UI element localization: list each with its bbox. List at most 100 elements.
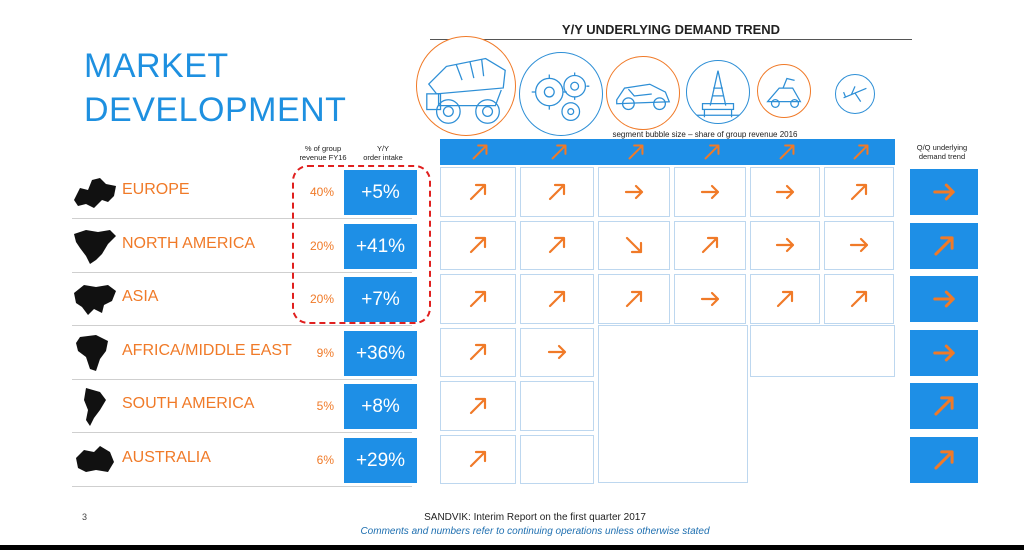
qq-trend-cell — [910, 222, 978, 269]
region-label: SOUTH AMERICA — [122, 395, 255, 412]
arrow-up-right-icon — [625, 290, 643, 307]
airplane-icon — [835, 74, 875, 114]
arrow-up-right-icon — [934, 235, 954, 256]
edge-mark — [0, 134, 4, 138]
header-pct-revenue: % of group revenue FY16 — [292, 144, 354, 162]
arrow-up-right-icon — [469, 451, 487, 468]
region-label: ASIA — [122, 288, 159, 305]
header-yy-order-intake: Y/Y order intake — [352, 144, 414, 162]
gears-icon — [519, 52, 603, 136]
arrow-up-right-icon — [469, 397, 487, 414]
qq-trend-cell — [910, 169, 978, 215]
trend-cell — [440, 220, 516, 270]
trend-cell — [440, 434, 516, 484]
arrow-up-right-icon — [776, 290, 794, 307]
highlight-dashed-box — [292, 165, 431, 324]
arrow-right-icon — [700, 184, 720, 199]
arrow-up-right-icon — [548, 290, 566, 307]
table-row: AFRICA/MIDDLE EAST 9% +36% — [72, 326, 417, 379]
south-america-map-icon — [84, 388, 106, 426]
arrow-right-icon — [849, 238, 869, 253]
arrow-up-right-icon — [704, 144, 720, 160]
arrow-right-icon — [624, 184, 644, 199]
row-divider — [72, 325, 412, 326]
africa-map-icon — [76, 334, 108, 371]
table-row: AUSTRALIA 6% +29% — [72, 433, 417, 486]
region-label: NORTH AMERICA — [122, 234, 256, 252]
header-qq-line2: demand trend — [918, 152, 966, 161]
trend-cell — [824, 220, 894, 270]
region-label: EUROPE — [122, 181, 190, 198]
arrow-up-right-icon — [850, 183, 868, 200]
header-bar-arrow-icon — [700, 140, 724, 164]
trend-cell — [520, 327, 594, 377]
oil-rig-icon — [686, 60, 750, 124]
arrow-up-right-icon — [779, 144, 795, 160]
trend-cell — [598, 220, 670, 270]
trend-cell — [598, 274, 670, 324]
footer-report-title: SANDVIK: Interim Report on the first qua… — [424, 512, 646, 523]
arrow-up-right-icon — [701, 237, 719, 254]
revenue-share-value: 6% — [316, 452, 334, 467]
arrow-right-icon — [547, 345, 567, 360]
trend-cell — [750, 274, 820, 324]
row-divider — [72, 378, 412, 380]
table-row: ASIA 20% +7% — [72, 272, 417, 325]
row-divider — [72, 432, 412, 433]
title-line-2: DEVELOPMENT — [84, 91, 347, 129]
arrow-up-right-icon — [551, 144, 567, 160]
revenue-share-value: 40% — [309, 185, 334, 199]
trend-cell — [440, 167, 516, 217]
row-divider — [72, 271, 412, 273]
arrow-up-right-icon — [548, 237, 566, 254]
revenue-share-value: 5% — [316, 399, 334, 413]
qq-trend-cell — [910, 383, 978, 429]
header-qq-line1: Q/Q underlying — [916, 143, 968, 152]
header-bar-arrow-icon — [624, 140, 648, 164]
trend-cell — [674, 274, 746, 324]
header-qq-demand-trend: Q/Q underlying demand trend — [906, 143, 978, 161]
table-row: SOUTH AMERICA 5% +8% — [72, 379, 417, 432]
empty-trend-block — [750, 325, 895, 377]
arrow-right-icon — [933, 183, 955, 201]
arrow-up-right-icon — [469, 290, 487, 307]
header-pct-line2: revenue FY16 — [299, 153, 347, 162]
trend-cell — [520, 274, 594, 324]
region-label: AFRICA/MIDDLE EAST — [122, 341, 292, 359]
empty-trend-cell — [520, 434, 594, 484]
trend-cell — [674, 167, 746, 217]
arrow-up-right-icon — [934, 449, 954, 470]
north-america-map-icon — [74, 229, 116, 264]
header-pct-line1: % of group — [304, 144, 342, 153]
qq-trend-cell — [910, 276, 978, 322]
arrow-up-right-icon — [469, 344, 487, 361]
row-divider — [72, 218, 412, 219]
arrow-right-icon — [933, 344, 955, 361]
arrow-up-right-icon — [469, 237, 487, 254]
arrow-up-right-icon — [469, 183, 487, 200]
car-icon — [606, 56, 680, 130]
trend-cell — [824, 274, 894, 324]
mining-truck-icon — [416, 36, 516, 136]
australia-map-icon — [76, 445, 114, 472]
construction-icon — [757, 64, 811, 118]
qq-trend-cell — [910, 329, 978, 376]
order-intake-value: +7% — [344, 277, 417, 322]
arrow-up-right-icon — [934, 396, 954, 416]
arrow-down-right-icon — [625, 237, 643, 254]
arrow-up-right-icon — [472, 144, 488, 160]
trend-cell — [750, 220, 820, 270]
title-line-1: MARKET — [84, 47, 229, 85]
trend-cell — [674, 220, 746, 270]
trend-cell — [598, 167, 670, 217]
segment-header-bar — [440, 139, 895, 165]
trend-cell — [750, 167, 820, 217]
arrow-right-icon — [775, 238, 795, 253]
order-intake-value: +5% — [344, 170, 417, 215]
empty-trend-cell — [520, 381, 594, 431]
europe-map-icon — [74, 178, 116, 208]
page-number: 3 — [82, 512, 88, 522]
header-bar-arrow-icon — [775, 140, 799, 164]
